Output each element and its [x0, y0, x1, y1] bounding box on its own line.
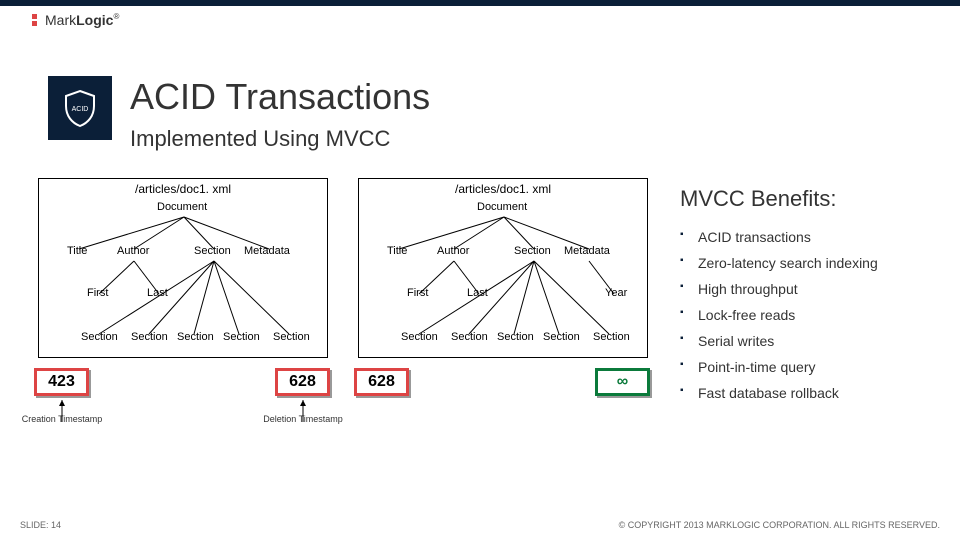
ts-right-create: 628 [354, 368, 409, 396]
brand-trademark: ® [113, 12, 119, 21]
tree-left-author: Author [117, 245, 149, 257]
tree-right-sec0: Section [401, 331, 438, 343]
tree-right-sec4: Section [593, 331, 630, 343]
ts-left-create: 423 [34, 368, 89, 396]
tree-right-meta: Metadata [564, 245, 610, 257]
logo-mark-icon [32, 14, 37, 26]
benefit-item: High throughput [680, 276, 950, 302]
tree-left-sec3: Section [223, 331, 260, 343]
tree-right-section: Section [514, 245, 551, 257]
tree-left-filename: /articles/doc1. xml [39, 179, 327, 200]
tree-left-title: Title [67, 245, 87, 257]
tree-right-first: First [407, 287, 428, 299]
tree-left-root: Document [157, 201, 207, 213]
tree-right-sec3: Section [543, 331, 580, 343]
doc-tree-right: /articles/doc1. xml Document Title Autho… [358, 178, 648, 358]
ts-caption-delete: Deletion Timestamp [253, 414, 353, 424]
ts-right-delete: ∞ [595, 368, 650, 396]
page-title: ACID Transactions [130, 76, 430, 118]
tree-right-sec2: Section [497, 331, 534, 343]
tree-right-author: Author [437, 245, 469, 257]
tree-left-sec2: Section [177, 331, 214, 343]
tree-left-first: First [87, 287, 108, 299]
brand-bold: Logic [76, 12, 113, 28]
brand-logo: MarkLogic® [32, 12, 119, 28]
benefit-item: Zero-latency search indexing [680, 250, 950, 276]
top-accent-bar [0, 0, 960, 6]
ts-left-delete: 628 [275, 368, 330, 396]
tree-left-sec1: Section [131, 331, 168, 343]
benefits-list: ACID transactions Zero-latency search in… [680, 224, 950, 406]
footer-copyright: © COPYRIGHT 2013 MARKLOGIC CORPORATION. … [619, 520, 940, 530]
tree-right-filename: /articles/doc1. xml [359, 179, 647, 200]
tree-left-meta: Metadata [244, 245, 290, 257]
benefit-item: Lock-free reads [680, 302, 950, 328]
brand-name: MarkLogic® [45, 12, 119, 28]
page-subtitle: Implemented Using MVCC [130, 126, 430, 152]
footer-slide-number: SLIDE: 14 [20, 520, 61, 530]
acid-shield-icon: ACID [48, 76, 112, 140]
tree-right-last: Last [467, 287, 488, 299]
doc-tree-left: /articles/doc1. xml Document Title Aut [38, 178, 328, 358]
benefit-item: ACID transactions [680, 224, 950, 250]
tree-left-sec4: Section [273, 331, 310, 343]
ts-caption-create: Creation Timestamp [12, 414, 112, 424]
title-block: ACID Transactions Implemented Using MVCC [130, 76, 430, 152]
tree-right-title: Title [387, 245, 407, 257]
benefit-item: Serial writes [680, 328, 950, 354]
tree-right-sec1: Section [451, 331, 488, 343]
mvcc-diagram: /articles/doc1. xml Document Title Aut [38, 178, 658, 448]
tree-left-section: Section [194, 245, 231, 257]
tree-left-sec0: Section [81, 331, 118, 343]
benefits-title: MVCC Benefits: [680, 186, 950, 212]
benefits-panel: MVCC Benefits: ACID transactions Zero-la… [680, 186, 950, 406]
brand-prefix: Mark [45, 12, 76, 28]
benefit-item: Point-in-time query [680, 354, 950, 380]
tree-right-year: Year [605, 287, 627, 299]
tree-right-root: Document [477, 201, 527, 213]
shield-label: ACID [72, 106, 89, 113]
benefit-item: Fast database rollback [680, 380, 950, 406]
tree-left-last: Last [147, 287, 168, 299]
